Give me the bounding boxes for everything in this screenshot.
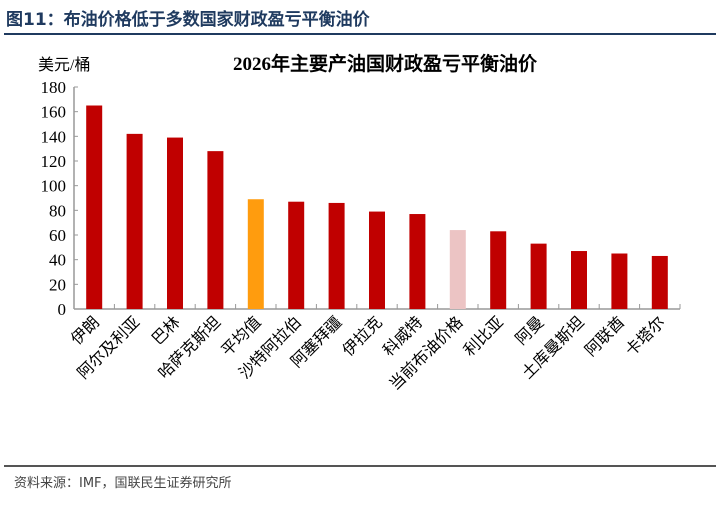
title-divider (4, 33, 716, 35)
y-tick-label: 120 (41, 152, 67, 171)
y-tick-label: 180 (41, 78, 67, 97)
bar (86, 105, 103, 309)
bar (409, 214, 426, 309)
bar (571, 251, 587, 309)
bar (651, 255, 668, 309)
bar (247, 199, 264, 309)
source-note: 资料来源：IMF，国联民生证券研究所 (14, 476, 232, 491)
bar (449, 230, 466, 309)
x-tick-label: 伊拉克 (338, 312, 385, 359)
y-tick-label: 60 (49, 226, 66, 245)
x-tick-label: 巴林 (148, 312, 184, 348)
x-tick-label: 伊朗 (67, 312, 103, 348)
bar (369, 211, 385, 309)
y-tick-label: 100 (41, 177, 67, 196)
bar (207, 151, 224, 309)
bar (530, 243, 547, 309)
y-tick-label: 160 (41, 103, 67, 122)
y-tick-label: 80 (49, 201, 66, 220)
bar (167, 137, 183, 309)
x-tick-label: 阿联酋 (581, 312, 628, 359)
y-tick-label: 140 (41, 127, 67, 146)
bar (288, 201, 305, 309)
bar (611, 253, 628, 309)
chart-title: 2026年主要产油国财政盈亏平衡油价 (233, 52, 538, 75)
bar (328, 202, 345, 309)
x-tick-label: 卡塔尔 (621, 312, 668, 359)
bar (490, 231, 507, 309)
x-tick-label: 阿曼 (511, 312, 547, 348)
y-tick-label: 20 (49, 275, 66, 294)
x-tick-label: 利比亚 (460, 312, 507, 359)
source-divider (4, 465, 716, 467)
y-tick-label: 0 (58, 300, 67, 319)
y-axis-label: 美元/桶 (38, 56, 90, 74)
figure-title: 图11：布油价格低于多数国家财政盈亏平衡油价 (6, 10, 370, 30)
bar (126, 133, 143, 309)
y-tick-label: 40 (49, 251, 66, 270)
